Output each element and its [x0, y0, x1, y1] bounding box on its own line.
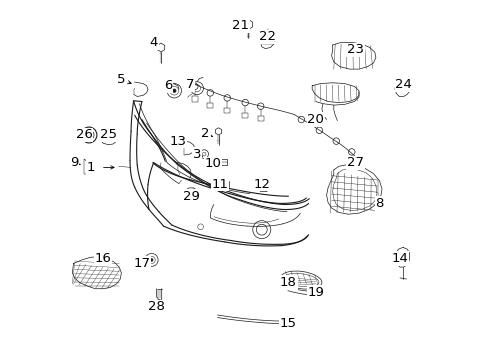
Text: 17: 17: [133, 257, 150, 270]
Circle shape: [150, 258, 153, 261]
Polygon shape: [72, 256, 121, 289]
Text: 15: 15: [279, 317, 296, 330]
Text: 24: 24: [394, 78, 411, 91]
Text: 5: 5: [117, 73, 125, 86]
Text: 16: 16: [95, 252, 112, 265]
Text: 29: 29: [183, 190, 199, 203]
Text: 4: 4: [149, 36, 158, 49]
Text: 14: 14: [391, 252, 407, 265]
Text: 11: 11: [211, 178, 228, 191]
Text: 7: 7: [185, 78, 194, 91]
Text: 1: 1: [86, 161, 95, 174]
Text: 6: 6: [163, 79, 172, 92]
Text: 25: 25: [100, 129, 117, 141]
Text: 18: 18: [280, 276, 296, 289]
Text: 26: 26: [76, 129, 93, 141]
Text: 13: 13: [169, 135, 186, 148]
Polygon shape: [215, 128, 221, 135]
Text: 2: 2: [201, 127, 209, 140]
Text: 22: 22: [259, 30, 276, 43]
Text: 19: 19: [307, 286, 324, 299]
Polygon shape: [157, 43, 164, 52]
Text: 12: 12: [253, 178, 270, 191]
Text: 8: 8: [375, 197, 383, 210]
Text: 28: 28: [147, 300, 164, 313]
Text: 10: 10: [204, 157, 221, 170]
Circle shape: [106, 135, 110, 139]
Text: 3: 3: [192, 148, 201, 161]
Text: 27: 27: [346, 156, 363, 169]
Text: 20: 20: [307, 113, 324, 126]
Circle shape: [172, 89, 176, 93]
Polygon shape: [243, 19, 252, 30]
Text: 23: 23: [346, 43, 363, 56]
Text: 9: 9: [70, 156, 79, 169]
Text: 21: 21: [232, 19, 249, 32]
